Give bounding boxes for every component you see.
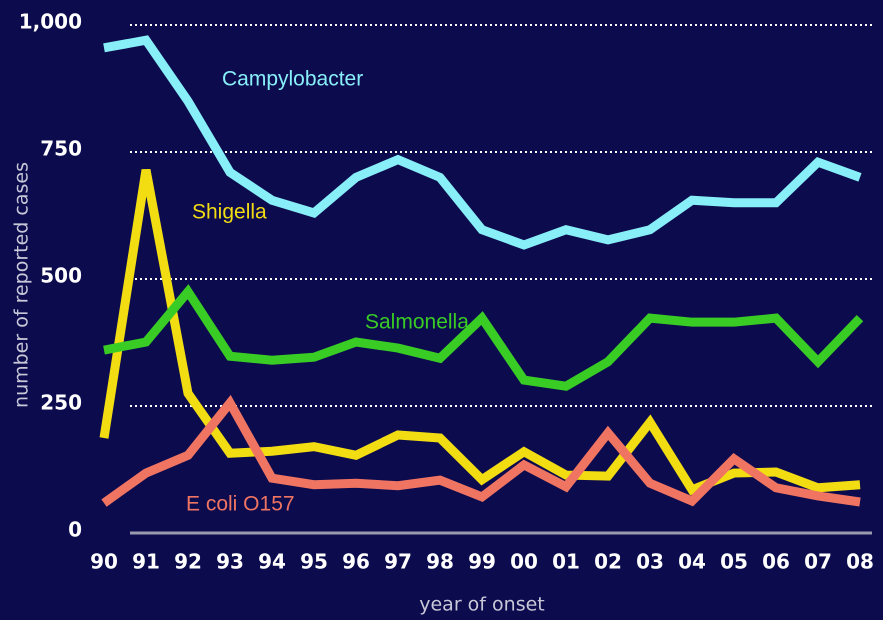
x-tick-label: 94	[258, 550, 286, 574]
x-tick-label: 92	[174, 550, 202, 574]
x-tick-label: 08	[846, 550, 874, 574]
x-tick-label: 01	[552, 550, 580, 574]
x-tick-label: 97	[384, 550, 412, 574]
x-tick-label: 95	[300, 550, 328, 574]
series-label: E coli O157	[186, 493, 295, 516]
x-tick-label: 98	[426, 550, 454, 574]
y-tick-label: 1,000	[19, 10, 82, 34]
series-label: Campylobacter	[222, 68, 363, 91]
y-tick-label: 0	[68, 518, 82, 542]
x-tick-label: 03	[636, 550, 664, 574]
x-tick-label: 02	[594, 550, 622, 574]
series-line	[103, 284, 864, 391]
y-tick-label: 500	[40, 264, 82, 288]
x-tick-label: 07	[804, 550, 832, 574]
x-tick-label: 99	[468, 550, 496, 574]
x-tick-label: 93	[216, 550, 244, 574]
y-tick-label: 750	[40, 137, 82, 161]
x-tick-label: 91	[132, 550, 160, 574]
y-axis-title: number of reported cases	[11, 162, 33, 408]
x-axis-title: year of onset	[419, 594, 545, 616]
x-tick-label: 00	[510, 550, 538, 574]
x-tick-label: 04	[678, 550, 706, 574]
series-line	[99, 168, 861, 496]
x-tick-label: 05	[720, 550, 748, 574]
x-tick-label: 90	[90, 550, 118, 574]
x-tick-label: 96	[342, 550, 370, 574]
series-label: Salmonella	[365, 311, 469, 334]
series-line	[101, 394, 861, 507]
series-line	[103, 35, 862, 250]
series-label: Shigella	[192, 201, 267, 224]
y-tick-label: 250	[40, 391, 82, 415]
x-tick-label: 06	[762, 550, 790, 574]
